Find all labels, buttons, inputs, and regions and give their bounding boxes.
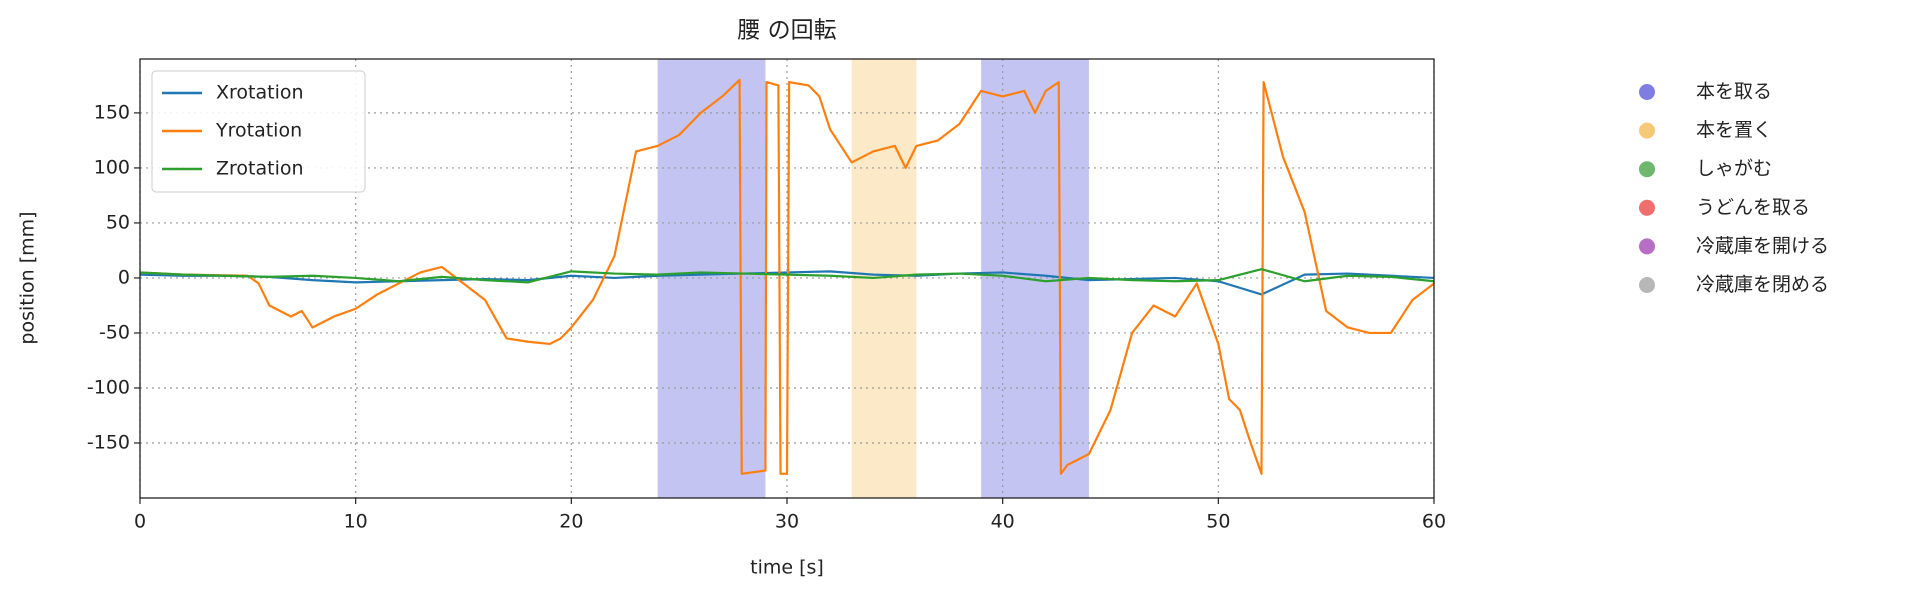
- event-legend-marker: [1639, 161, 1655, 178]
- y-tick-label: 50: [106, 211, 130, 233]
- event-legend-label: 本を取る: [1696, 81, 1772, 103]
- series-line: [139, 78, 1435, 475]
- series-line: [139, 268, 1435, 284]
- x-axis-label: time [s]: [750, 557, 824, 579]
- event-legend-marker: [1639, 238, 1655, 255]
- x-tick-label: 30: [775, 511, 799, 533]
- y-tick-label: -100: [87, 376, 130, 398]
- chart-title: 腰 の回転: [737, 18, 836, 44]
- x-tick-label: 40: [991, 511, 1015, 533]
- y-axis-label: position [mm]: [17, 211, 39, 344]
- y-tick-label: -50: [99, 321, 130, 343]
- event-legend-marker: [1639, 122, 1655, 139]
- event-legend-marker: [1639, 84, 1655, 100]
- event-legend-marker: [1639, 277, 1655, 293]
- legend-label: Yrotation: [215, 120, 302, 142]
- x-tick-label: 0: [134, 511, 146, 533]
- x-tick-label: 50: [1206, 511, 1230, 533]
- event-legend-label: 冷蔵庫を開ける: [1696, 235, 1829, 257]
- y-tick-label: 150: [94, 101, 130, 123]
- legend-label: Zrotation: [216, 158, 304, 180]
- event-legend-label: 本を置く: [1696, 119, 1772, 141]
- x-tick-label: 10: [344, 511, 368, 533]
- y-tick-label: 0: [118, 266, 130, 288]
- event-legend-marker: [1639, 199, 1655, 216]
- legend-label: Xrotation: [216, 82, 304, 104]
- event-legend-label: うどんを取る: [1696, 196, 1810, 218]
- y-tick-label: -150: [87, 431, 130, 453]
- event-legend-label: しゃがむ: [1696, 158, 1772, 180]
- y-tick-label: 100: [94, 156, 130, 178]
- x-tick-label: 60: [1422, 511, 1446, 533]
- x-tick-label: 20: [559, 511, 583, 533]
- event-legend-label: 冷蔵庫を閉める: [1696, 274, 1829, 296]
- legend-box: [151, 70, 366, 193]
- plot-frame: [139, 58, 1435, 499]
